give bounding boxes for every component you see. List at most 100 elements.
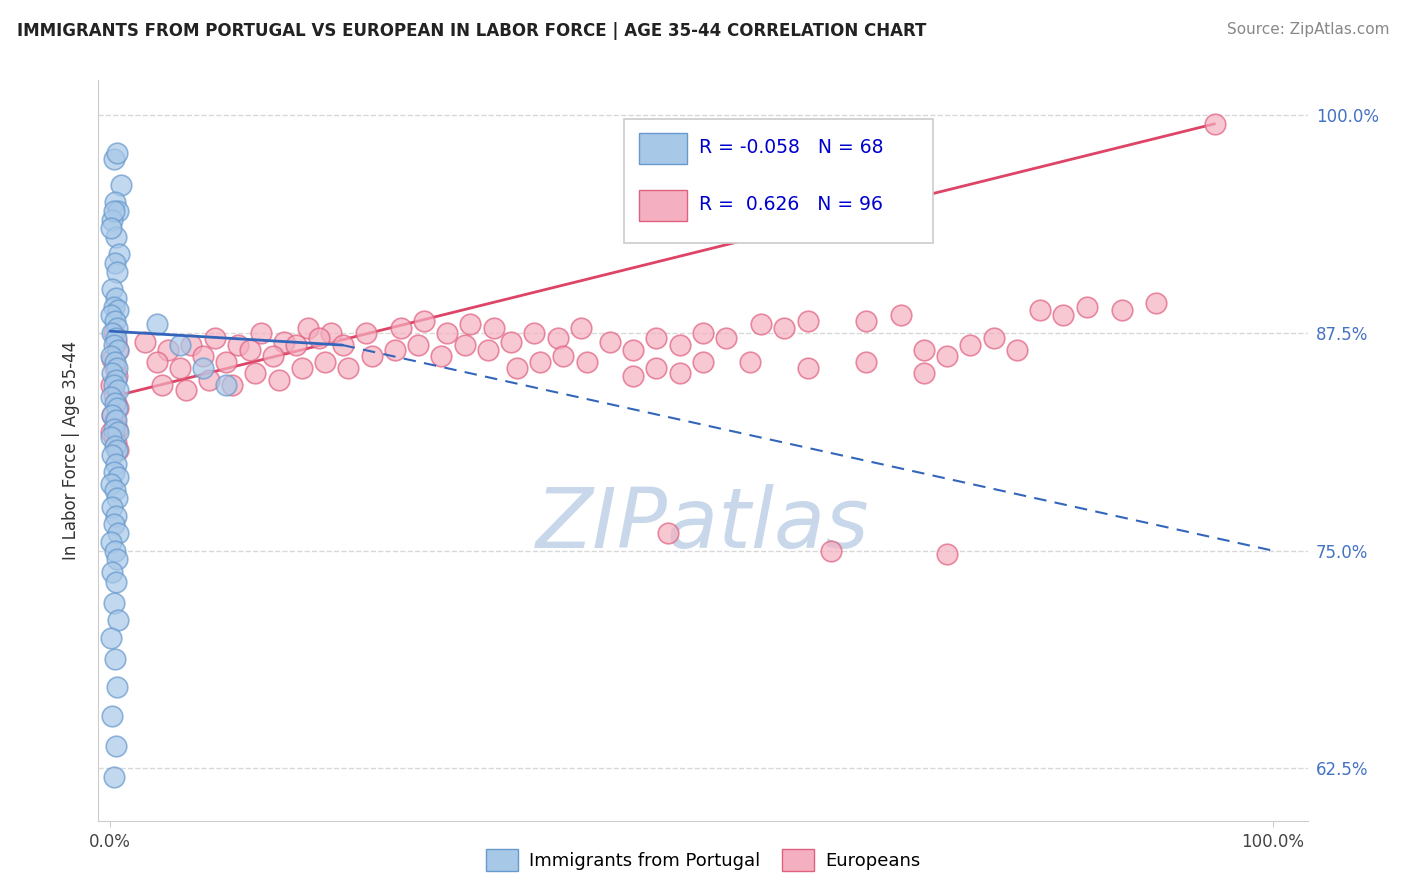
Point [104, 195, 127, 210]
Point [645, 360, 668, 375]
Point [104, 435, 127, 450]
Point [100, 430, 122, 444]
Point [107, 384, 129, 398]
Point [105, 680, 128, 694]
Point [477, 343, 499, 358]
Point [204, 331, 226, 345]
Point [101, 351, 124, 366]
Point [100, 535, 122, 549]
Text: ZIPatlas: ZIPatlas [536, 484, 870, 565]
Point [103, 770, 125, 784]
Point [1005, 343, 1028, 358]
Point [107, 343, 129, 358]
FancyBboxPatch shape [638, 133, 688, 164]
Point [191, 349, 214, 363]
Point [104, 739, 127, 753]
Point [692, 326, 714, 340]
Text: IMMIGRANTS FROM PORTUGAL VS EUROPEAN IN LABOR FORCE | AGE 35-44 CORRELATION CHAR: IMMIGRANTS FROM PORTUGAL VS EUROPEAN IN … [17, 22, 927, 40]
Point [749, 317, 772, 331]
Point [107, 442, 129, 457]
Legend: Immigrants from Portugal, Europeans: Immigrants from Portugal, Europeans [478, 842, 928, 879]
Point [105, 146, 128, 161]
Point [430, 349, 453, 363]
Point [107, 303, 129, 318]
Point [104, 574, 127, 589]
Point [291, 360, 314, 375]
Point [101, 565, 124, 579]
Point [912, 343, 935, 358]
Point [101, 212, 124, 227]
Point [108, 247, 131, 261]
Point [110, 178, 132, 192]
Point [169, 338, 191, 352]
Point [101, 282, 124, 296]
Point [599, 334, 621, 349]
Point [105, 552, 128, 566]
Point [215, 378, 238, 392]
Point [103, 152, 125, 166]
Point [198, 373, 221, 387]
Point [100, 221, 122, 235]
Point [337, 360, 360, 375]
Point [145, 317, 167, 331]
Point [547, 331, 569, 345]
Point [506, 360, 529, 375]
Point [145, 355, 167, 369]
Point [107, 343, 129, 358]
Point [314, 355, 336, 369]
Point [105, 320, 128, 334]
Point [912, 366, 935, 380]
Point [107, 203, 129, 218]
Point [100, 378, 122, 392]
Point [105, 422, 128, 436]
Point [529, 355, 551, 369]
Point [104, 331, 127, 345]
Point [738, 355, 761, 369]
Point [100, 425, 122, 439]
Point [413, 314, 436, 328]
Point [262, 349, 284, 363]
Point [103, 596, 125, 610]
Point [460, 317, 482, 331]
Point [104, 483, 127, 497]
Point [553, 349, 575, 363]
Point [215, 355, 238, 369]
Point [103, 517, 125, 532]
Point [104, 413, 127, 427]
Point [575, 355, 598, 369]
Point [657, 526, 679, 541]
Point [103, 203, 125, 218]
Point [103, 326, 125, 340]
Point [107, 526, 129, 541]
Point [716, 331, 738, 345]
Point [104, 439, 127, 453]
Point [273, 334, 295, 349]
Point [245, 366, 267, 380]
Point [569, 320, 592, 334]
Point [100, 309, 122, 323]
Point [453, 338, 475, 352]
FancyBboxPatch shape [638, 190, 688, 221]
Point [936, 349, 959, 363]
Point [101, 709, 124, 723]
Point [354, 326, 377, 340]
Point [406, 338, 429, 352]
Point [936, 547, 959, 561]
Point [104, 395, 127, 409]
Point [104, 360, 127, 375]
Point [103, 378, 125, 392]
Point [104, 355, 127, 369]
FancyBboxPatch shape [624, 119, 932, 244]
Point [1076, 300, 1098, 314]
Point [983, 331, 1005, 345]
Point [796, 314, 818, 328]
Point [103, 338, 125, 352]
Point [104, 543, 127, 558]
Point [104, 457, 127, 471]
Point [820, 543, 842, 558]
Point [501, 334, 523, 349]
Point [107, 425, 129, 439]
Point [100, 390, 122, 404]
Point [191, 360, 214, 375]
Text: Source: ZipAtlas.com: Source: ZipAtlas.com [1226, 22, 1389, 37]
